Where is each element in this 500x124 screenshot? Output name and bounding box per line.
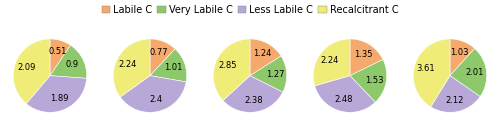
Wedge shape [150,39,175,76]
Wedge shape [14,39,50,104]
Legend: Labile C, Very Labile C, Less Labile C, Recalcitrant C: Labile C, Very Labile C, Less Labile C, … [102,5,399,15]
Text: 0.9: 0.9 [66,60,79,69]
Text: 2.38: 2.38 [244,96,262,105]
Text: 1.53: 1.53 [366,76,384,85]
Wedge shape [350,39,383,76]
Text: 2.24: 2.24 [321,56,339,65]
Wedge shape [50,45,86,78]
Wedge shape [114,39,150,97]
Text: 1.01: 1.01 [164,63,183,72]
Text: 1.35: 1.35 [354,50,372,59]
Wedge shape [450,48,486,97]
Wedge shape [150,49,186,82]
Text: 3.61: 3.61 [416,64,436,73]
Text: 1.03: 1.03 [450,48,468,57]
Text: 0.51: 0.51 [48,47,66,56]
Wedge shape [314,39,350,86]
Text: 1.24: 1.24 [253,49,271,58]
Wedge shape [26,76,86,112]
Text: 2.12: 2.12 [446,96,464,105]
Text: 2.4: 2.4 [149,95,162,104]
Wedge shape [350,60,387,102]
Text: 2.01: 2.01 [466,68,484,77]
Wedge shape [430,76,480,112]
Wedge shape [214,39,250,100]
Text: 2.48: 2.48 [334,95,352,104]
Text: 2.85: 2.85 [218,61,236,70]
Text: 2.24: 2.24 [118,60,137,69]
Text: 1.27: 1.27 [266,70,284,79]
Text: 1.89: 1.89 [50,94,69,103]
Wedge shape [250,56,286,92]
Wedge shape [314,76,376,112]
Wedge shape [250,39,281,76]
Wedge shape [223,76,283,112]
Wedge shape [120,76,186,112]
Wedge shape [450,39,474,76]
Wedge shape [414,39,450,107]
Wedge shape [50,39,70,76]
Text: 2.09: 2.09 [18,62,36,72]
Text: 0.77: 0.77 [150,48,169,57]
